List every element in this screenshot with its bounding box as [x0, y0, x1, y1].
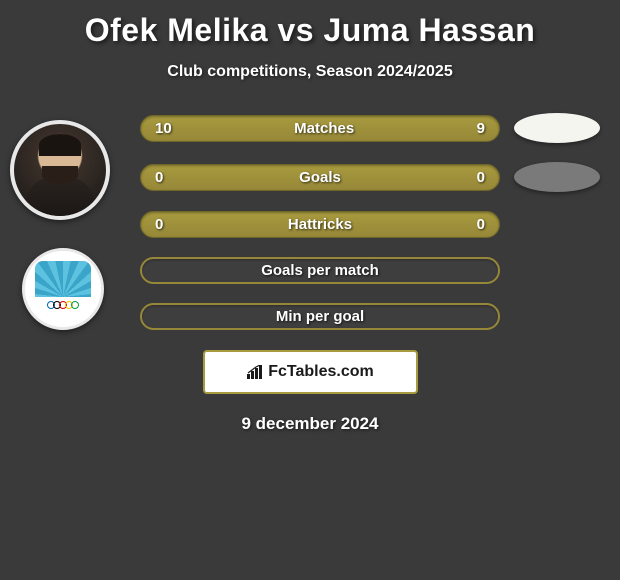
chart-icon	[246, 365, 264, 379]
page-title: Ofek Melika vs Juma Hassan	[0, 0, 620, 49]
stat-bar: 0 Goals 0	[140, 164, 500, 191]
stat-label: Matches	[294, 120, 354, 137]
player1-avatar	[10, 120, 110, 220]
stat-row-hattricks: 0 Hattricks 0	[140, 211, 600, 238]
stat-bar: Min per goal	[140, 303, 500, 330]
stat-left-value: 0	[155, 169, 163, 186]
stat-indicator	[514, 113, 600, 143]
stat-label: Goals	[299, 169, 341, 186]
stat-row-matches: 10 Matches 9	[140, 113, 600, 143]
stat-label: Goals per match	[261, 262, 379, 279]
stat-row-goals: 0 Goals 0	[140, 162, 600, 192]
player2-club-badge	[22, 248, 104, 330]
stat-label: Min per goal	[276, 308, 364, 325]
stat-row-gpm: Goals per match	[140, 257, 600, 284]
stat-right-value: 0	[477, 169, 485, 186]
stat-bar: 0 Hattricks 0	[140, 211, 500, 238]
stat-indicator	[514, 162, 600, 192]
date-label: 9 december 2024	[0, 414, 620, 434]
stat-right-value: 9	[477, 120, 485, 137]
stat-row-mpg: Min per goal	[140, 303, 600, 330]
stat-bar: 10 Matches 9	[140, 115, 500, 142]
stat-right-value: 0	[477, 216, 485, 233]
branding-label: FcTables.com	[268, 363, 374, 381]
subtitle: Club competitions, Season 2024/2025	[0, 63, 620, 81]
stat-label: Hattricks	[288, 216, 352, 233]
branding-box[interactable]: FcTables.com	[203, 350, 418, 394]
avatar-stack	[10, 120, 110, 330]
stat-bar: Goals per match	[140, 257, 500, 284]
stat-left-value: 0	[155, 216, 163, 233]
stat-left-value: 10	[155, 120, 172, 137]
